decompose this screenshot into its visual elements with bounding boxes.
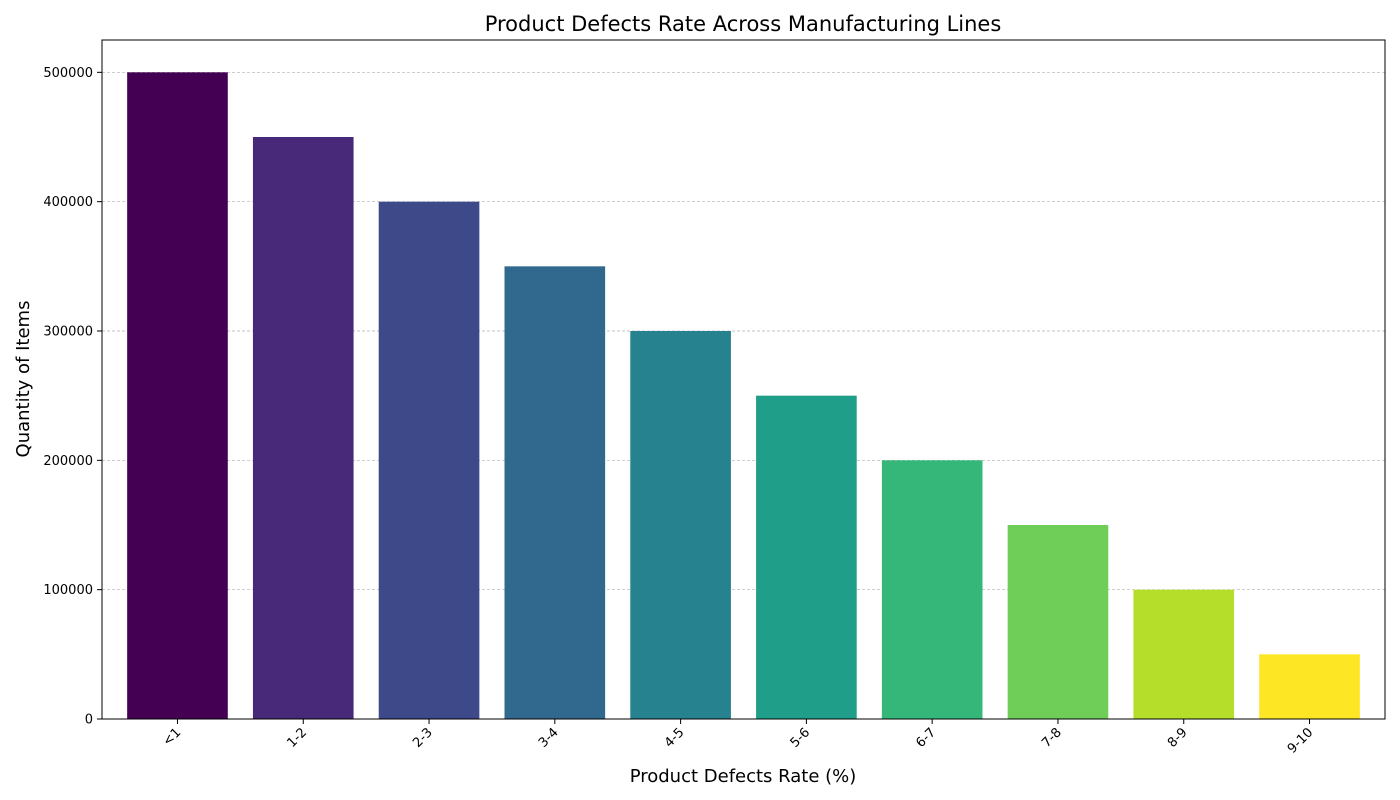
- y-tick-label-5: 500000: [43, 66, 93, 81]
- bar-4: [630, 331, 731, 719]
- bars: [127, 72, 1360, 720]
- bar-0: [127, 72, 228, 720]
- x-tick-label-5: 5-6: [788, 725, 814, 751]
- axes-frame: [101, 39, 1386, 720]
- x-tick-label-0: <1: [160, 725, 184, 749]
- y-tick-label-3: 300000: [43, 325, 93, 340]
- x-tick-label-3: 3-4: [536, 725, 562, 751]
- bar-7: [1007, 525, 1109, 719]
- gridlines: [102, 71, 1385, 591]
- plot-frame: [101, 39, 1386, 720]
- y-axis-label: Quantity of Items: [13, 301, 34, 458]
- bar-3: [504, 266, 606, 719]
- y-axis-ticks: 0 100000 200000 300000 400000 500000: [43, 66, 102, 728]
- x-tick-label-1: 1-2: [284, 725, 310, 751]
- y-tick-label-0: 0: [85, 713, 93, 728]
- x-tick-label-8: 8-9: [1165, 725, 1191, 751]
- bar-8: [1133, 589, 1235, 719]
- x-tick-label-6: 6-7: [913, 725, 939, 751]
- x-tick-label-9: 9-10: [1285, 725, 1316, 756]
- bar-2: [378, 201, 480, 719]
- x-axis-ticks: <1 1-2 2-3 3-4 4-5 5-6 6-7 7-8 8-9 9-10: [160, 719, 1316, 757]
- x-tick-label-7: 7-8: [1039, 725, 1065, 751]
- bar-1: [252, 137, 354, 719]
- x-axis-label: Product Defects Rate (%): [630, 766, 857, 787]
- x-tick-label-4: 4-5: [662, 725, 688, 751]
- y-tick-label-1: 100000: [43, 583, 93, 598]
- y-tick-label-4: 400000: [43, 195, 93, 210]
- chart-title: Product Defects Rate Across Manufacturin…: [485, 12, 1002, 36]
- bar-9: [1259, 654, 1360, 719]
- bar-5: [756, 395, 857, 719]
- bar-6: [881, 460, 983, 719]
- y-tick-label-2: 200000: [43, 454, 93, 469]
- x-tick-label-2: 2-3: [410, 725, 436, 751]
